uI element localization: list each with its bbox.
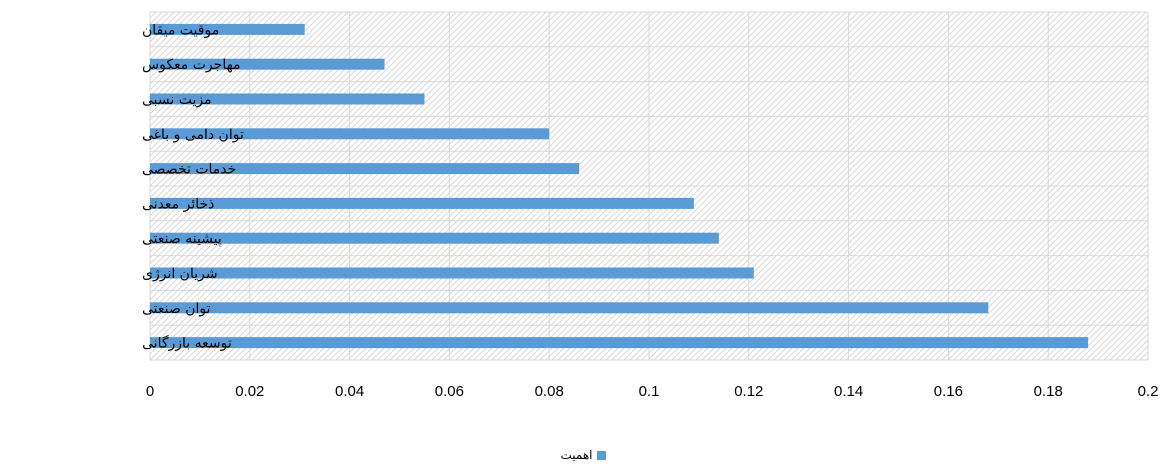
x-tick-label: 0.12 [734,383,763,400]
legend-label: اهمیت [560,448,593,462]
bar [150,232,719,244]
bar [150,302,989,314]
x-tick-label: 0.1 [639,383,660,400]
bar [150,23,305,35]
bar [150,197,694,209]
x-tick-label: 0.14 [834,383,863,400]
bar [150,163,580,175]
x-tick-label: 0.08 [535,383,564,400]
x-tick-label: 0.2 [1138,383,1159,400]
bar [150,267,754,279]
grid-lines [149,11,1149,361]
category-label: مهاجرت معکوس [142,57,241,73]
legend-swatch [596,450,606,460]
x-tick-label: 0.06 [435,383,464,400]
category-label: توان صنعتی [142,301,211,317]
bar-chart: موقیت میقان مهاجرت معکوس مزیت نسبی توان دام… [142,11,1159,400]
x-tick-label: 0.04 [335,383,364,400]
category-label: خدمات تخصصی [142,162,236,178]
bar [150,58,385,70]
x-tick-label: 0 [146,383,154,400]
legend: اهمیت [0,448,1166,462]
category-label: ذخائر معدنی [142,196,214,212]
x-tick-label: 0.02 [235,383,264,400]
category-label: توان دامی و باغی [142,127,244,143]
category-label: مزیت نسبی [142,92,212,108]
category-label: توسعه بازرگانی [142,335,232,352]
bars [150,23,1089,349]
x-tick-labels: 0 0.02 0.04 0.06 0.08 0.1 0.12 0.14 0.16 0.18 0.2 [146,383,1159,400]
bar [150,128,550,140]
category-label: شریان انرژی [142,266,218,282]
bar [150,337,1089,349]
category-label: موقیت میقان [142,22,219,38]
category-label: پیشینه صنعتی [142,231,222,247]
category-labels: موقیت میقان مهاجرت معکوس مزیت نسبی توان دام… [142,22,244,351]
bar [150,93,425,105]
x-tick-label: 0.16 [934,383,963,400]
x-tick-label: 0.18 [1034,383,1063,400]
